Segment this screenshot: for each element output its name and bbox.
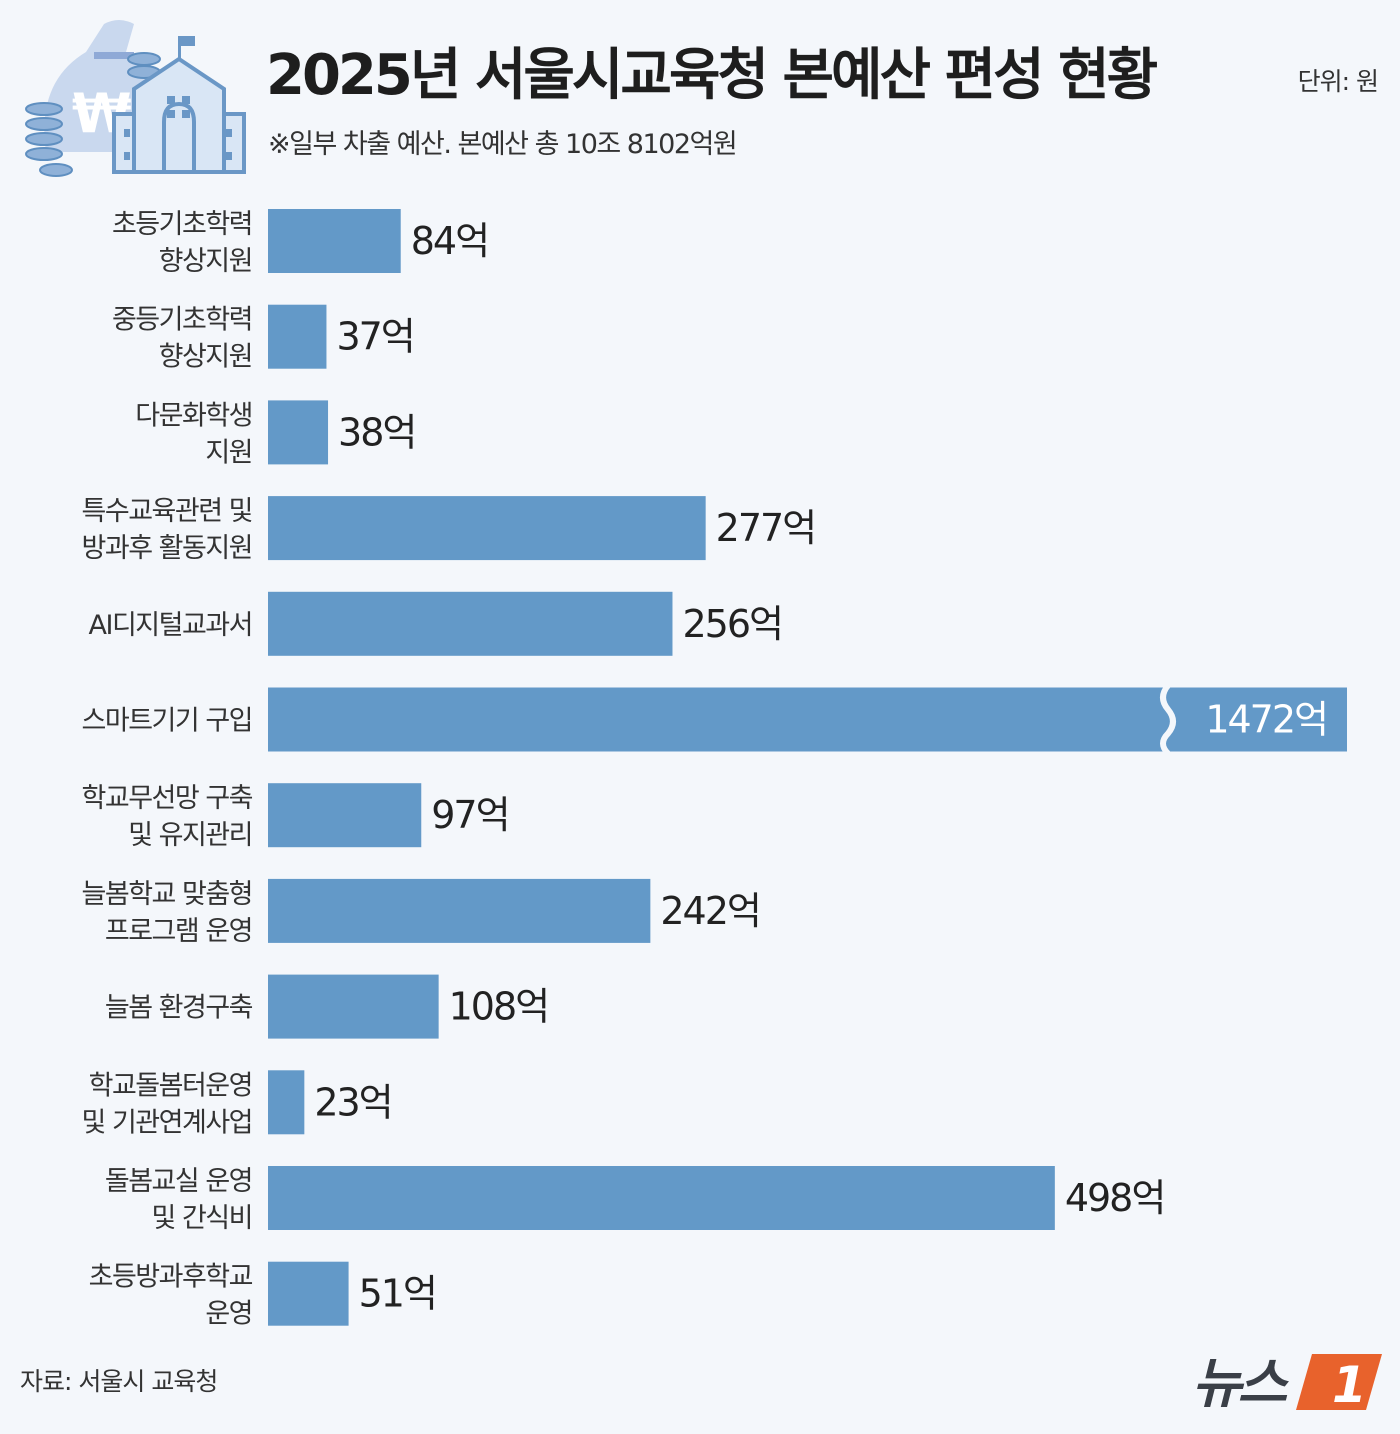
category-label: 돌봄교실 운영 [105,1166,252,1197]
bar [268,974,439,1039]
bar [268,687,1347,752]
chart-subtitle: ※일부 차출 예산. 본예산 총 10조 8102억원 [268,129,738,160]
category-label: 향상지원 [159,246,252,277]
category-label: 다문화학생 [135,400,252,431]
bar-break-mark [1160,683,1176,756]
category-label: 스마트기기 구입 [82,706,252,737]
bar [268,400,329,465]
data-label: 242억 [660,889,760,933]
chart-title: 2025년 서울시교육청 본예산 편성 현황 [266,43,1158,108]
category-label: 중등기초학력 [112,305,252,336]
data-label: 23억 [314,1080,391,1124]
bar [268,878,651,943]
category-label: 운영 [205,1299,252,1330]
category-label: 늘봄학교 맞춤형 [82,879,252,910]
category-label: 프로그램 운영 [105,916,252,947]
data-label: 38억 [338,410,415,454]
data-label: 498억 [1065,1176,1165,1220]
bar [268,1261,349,1326]
bar [268,1070,305,1135]
svg-text:1: 1 [1332,1356,1367,1414]
category-label: 학교돌봄터운영 [89,1070,252,1101]
data-label: 256억 [682,602,782,646]
category-label: 향상지원 [159,342,252,373]
svg-text:뉴스: 뉴스 [1192,1352,1290,1415]
category-label: 늘봄 환경구축 [105,993,253,1024]
category-label: 및 유지관리 [128,820,252,851]
bar [268,209,401,273]
data-label: 37억 [336,315,413,359]
category-label: 및 간식비 [152,1203,252,1234]
data-label: 97억 [431,793,508,837]
category-label: 및 기관연계사업 [82,1107,252,1138]
data-label: 277억 [716,506,816,550]
bar [268,496,706,561]
source-label: 자료: 서울시 교육청 [20,1367,218,1396]
bar [268,304,327,369]
bar [268,591,673,656]
category-label: 초등기초학력 [112,209,252,240]
money-bag-school-icon: ₩ [25,20,246,177]
data-label: 1472억 [1205,698,1327,742]
news1-logo: 뉴스 1 [1192,1352,1382,1415]
data-label: 51억 [359,1272,436,1316]
category-label: AI디지털교과서 [89,610,252,641]
category-label: 초등방과후학교 [89,1262,253,1293]
bar [268,1166,1055,1230]
category-label: 학교무선망 구축 [82,783,253,814]
bar [268,783,422,848]
unit-label: 단위: 원 [1297,67,1379,96]
category-label: 방과후 활동지원 [82,533,252,564]
data-label: 108억 [449,985,549,1029]
data-label: 84억 [411,219,488,263]
category-label: 특수교육관련 및 [82,496,252,527]
category-label: 지원 [205,437,252,468]
